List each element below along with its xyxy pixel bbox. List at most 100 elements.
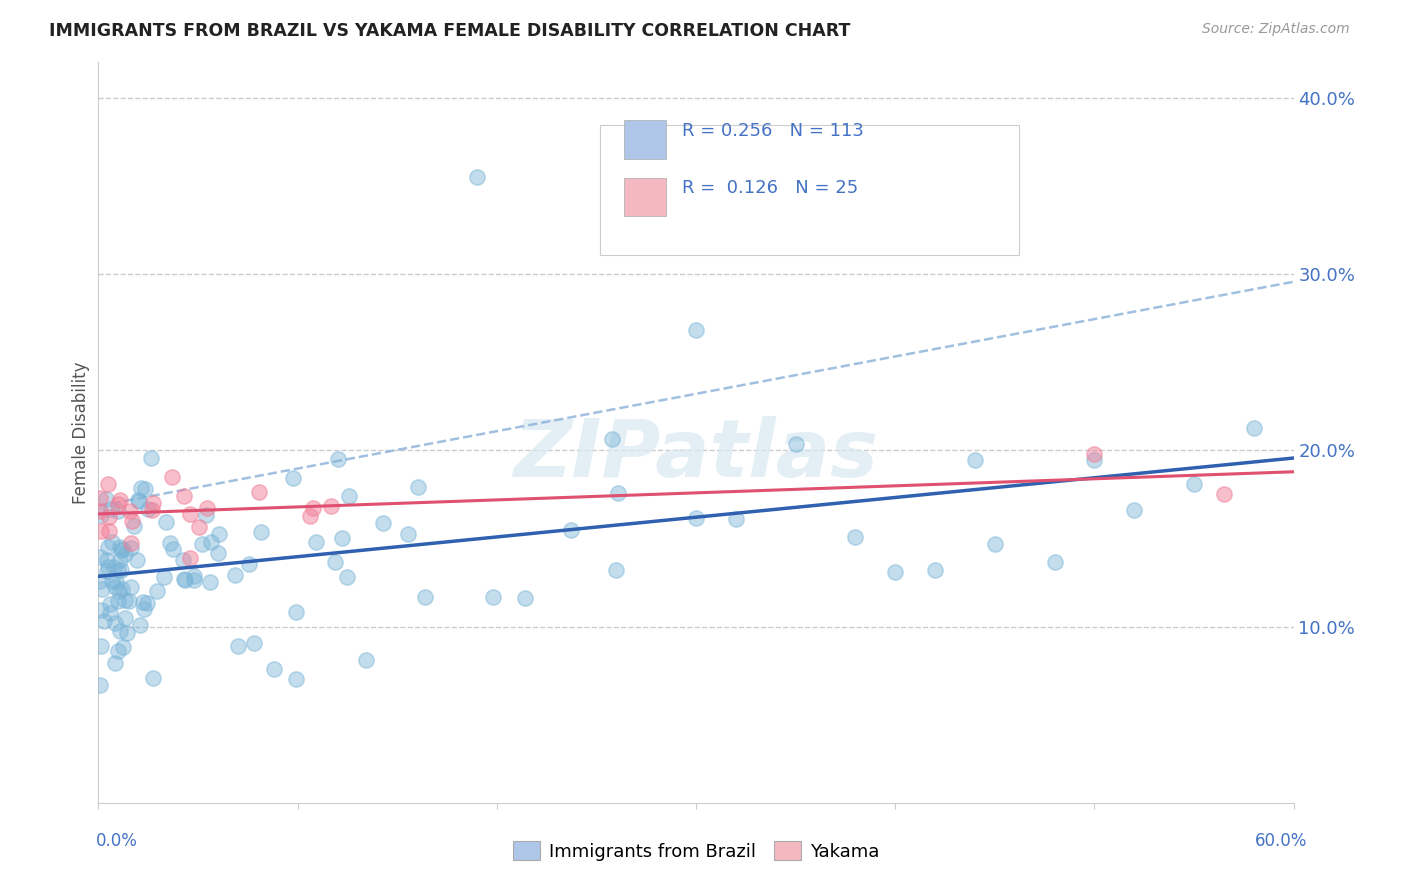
Point [104, 574, 127, 588]
Point [200, 535, 222, 549]
Point [172, 553, 194, 567]
Point [1182, 477, 1205, 491]
Point [121, 514, 143, 528]
Point [924, 563, 946, 577]
Point [159, 536, 181, 550]
Point [134, 482, 156, 496]
Point [465, 169, 488, 184]
Point [299, 508, 322, 523]
Point [371, 516, 394, 530]
Point [103, 560, 125, 574]
Point [125, 553, 148, 567]
Legend: Immigrants from Brazil, Yakama: Immigrants from Brazil, Yakama [505, 834, 887, 868]
Point [482, 590, 505, 604]
Point [94, 491, 117, 506]
Point [226, 639, 249, 653]
Point [100, 501, 122, 516]
Text: ZIPatlas: ZIPatlas [513, 416, 879, 494]
Point [100, 574, 122, 588]
Point [129, 481, 152, 495]
Text: R = 0.256   N = 113: R = 0.256 N = 113 [682, 121, 863, 139]
Point [183, 569, 205, 583]
Point [98, 606, 121, 620]
Point [101, 534, 124, 549]
Point [111, 582, 134, 596]
Point [108, 540, 131, 554]
Point [285, 672, 308, 686]
Point [1043, 555, 1066, 569]
Point [173, 489, 195, 503]
Point [107, 563, 129, 577]
Y-axis label: Female Disability: Female Disability [72, 361, 90, 504]
Point [120, 536, 142, 550]
Point [104, 656, 127, 670]
Point [127, 492, 149, 507]
Point [179, 551, 201, 566]
Point [560, 523, 582, 537]
Point [139, 450, 162, 465]
Point [112, 640, 135, 654]
Point [108, 624, 131, 639]
Point [173, 573, 195, 587]
Text: Source: ZipAtlas.com: Source: ZipAtlas.com [1202, 22, 1350, 37]
Point [89, 491, 111, 506]
Point [162, 542, 184, 557]
Point [284, 606, 307, 620]
Point [97, 559, 120, 574]
Point [724, 512, 747, 526]
Point [191, 537, 214, 551]
Point [1212, 487, 1234, 501]
Point [114, 547, 136, 561]
Point [93, 614, 115, 628]
Point [114, 593, 136, 607]
Point [146, 583, 169, 598]
Text: 60.0%: 60.0% [1256, 831, 1308, 849]
Point [89, 549, 111, 564]
Point [89, 678, 111, 692]
Point [135, 596, 157, 610]
Point [198, 575, 221, 590]
Point [111, 542, 134, 557]
Point [107, 644, 129, 658]
FancyBboxPatch shape [600, 126, 1019, 255]
Point [98, 510, 121, 524]
Point [142, 671, 165, 685]
Point [323, 555, 346, 569]
Point [152, 570, 174, 584]
Point [263, 662, 285, 676]
Point [1123, 502, 1146, 516]
Point [179, 508, 201, 522]
Point [155, 516, 177, 530]
Point [114, 611, 136, 625]
Point [1083, 447, 1105, 461]
Point [356, 652, 378, 666]
Point [98, 597, 121, 611]
Point [243, 635, 266, 649]
Point [183, 573, 205, 587]
Point [160, 469, 183, 483]
Point [685, 511, 707, 525]
Point [1083, 452, 1105, 467]
Point [98, 524, 121, 538]
Point [188, 520, 211, 534]
Point [142, 496, 165, 510]
Point [249, 485, 271, 500]
Point [605, 563, 627, 577]
Point [120, 541, 142, 555]
FancyBboxPatch shape [624, 178, 666, 217]
Point [984, 537, 1007, 551]
Point [326, 451, 349, 466]
Point [128, 494, 150, 508]
Point [330, 531, 353, 545]
Point [413, 591, 436, 605]
Point [110, 563, 132, 577]
Text: 0.0%: 0.0% [96, 831, 138, 849]
Point [128, 618, 150, 632]
Point [685, 323, 707, 337]
Point [194, 508, 217, 523]
Point [396, 527, 419, 541]
Point [120, 580, 142, 594]
Point [96, 565, 118, 579]
Point [515, 591, 537, 606]
Point [104, 615, 127, 630]
